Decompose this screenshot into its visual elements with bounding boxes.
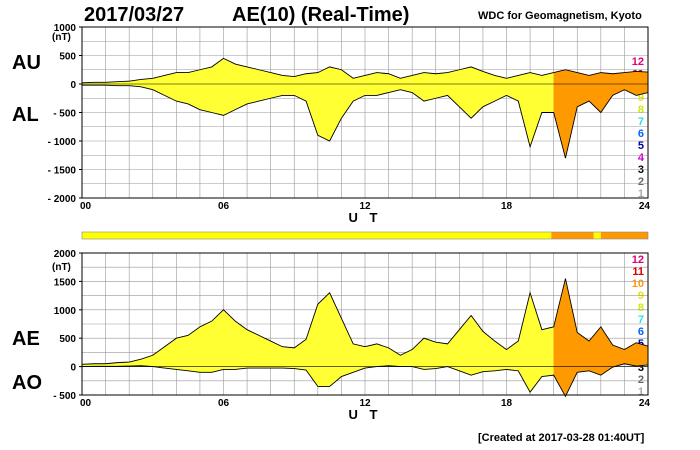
x-tick-label: 18 bbox=[501, 201, 513, 212]
y-tick-label: - 500 bbox=[53, 109, 76, 120]
bottom-unit-label: (nT) bbox=[52, 262, 71, 273]
level-bar-segment bbox=[82, 232, 552, 239]
y-tick-label: 2000 bbox=[54, 249, 77, 260]
x-tick-label: 18 bbox=[501, 398, 513, 409]
x-tick-label: 06 bbox=[218, 398, 230, 409]
created-timestamp: [Created at 2017-03-28 01:40UT] bbox=[478, 432, 645, 444]
x-tick-label: 12 bbox=[359, 398, 371, 409]
panel-top bbox=[79, 26, 649, 199]
level-bar-segment bbox=[593, 232, 601, 239]
ae-label: AE bbox=[12, 328, 40, 350]
institution-label: WDC for Geomagnetism, Kyoto bbox=[478, 10, 642, 22]
level-bar-segment bbox=[600, 232, 648, 239]
area-au-al-active bbox=[553, 69, 648, 159]
x-axis-label: U T bbox=[349, 210, 382, 225]
area-au-al-quiet bbox=[82, 58, 554, 147]
series-line-ao bbox=[81, 363, 649, 398]
ao-label: AO bbox=[12, 372, 42, 394]
y-tick-label: - 500 bbox=[53, 391, 76, 402]
activity-level-6: 6 bbox=[637, 326, 644, 338]
index-title: AE(10) (Real-Time) bbox=[232, 4, 410, 26]
level-bar-segment bbox=[551, 232, 594, 239]
plot-frame bbox=[81, 252, 649, 396]
activity-level-3: 3 bbox=[637, 164, 644, 176]
y-tick-label: 1000 bbox=[54, 306, 77, 317]
x-tick-label: 00 bbox=[80, 201, 92, 212]
y-tick-label: 0 bbox=[70, 363, 76, 374]
activity-level-8: 8 bbox=[637, 104, 644, 116]
area-ae-ao-quiet bbox=[82, 292, 554, 393]
y-tick-label: - 2000 bbox=[48, 194, 77, 205]
y-tick-label: - 1000 bbox=[48, 137, 77, 148]
top-unit-label: (nT) bbox=[52, 32, 71, 43]
activity-level-1: 1 bbox=[637, 188, 644, 200]
activity-level-7: 7 bbox=[637, 116, 644, 128]
activity-level-12: 12 bbox=[631, 56, 644, 68]
activity-level-9: 9 bbox=[637, 290, 644, 302]
activity-level-11: 11 bbox=[632, 266, 644, 278]
x-tick-label: 12 bbox=[359, 201, 371, 212]
activity-level-6: 6 bbox=[637, 128, 644, 140]
series-line-al bbox=[82, 84, 649, 159]
x-tick-label: 00 bbox=[80, 398, 92, 409]
level-bar-frame bbox=[81, 231, 649, 240]
activity-level-8: 8 bbox=[637, 302, 644, 314]
activity-level-1: 1 bbox=[637, 386, 644, 398]
series-line-ae bbox=[81, 278, 649, 365]
y-tick-label: 500 bbox=[59, 52, 76, 63]
activity-level-7: 7 bbox=[637, 314, 644, 326]
x-tick-label: 24 bbox=[639, 398, 651, 409]
activity-level-4: 4 bbox=[637, 152, 644, 164]
activity-level-2: 2 bbox=[637, 176, 644, 188]
area-ae-ao-active bbox=[553, 278, 648, 397]
x-axis-label: U T bbox=[349, 407, 382, 422]
series-line-au bbox=[81, 57, 649, 84]
date-title: 2017/03/27 bbox=[84, 4, 185, 26]
al-label: AL bbox=[12, 104, 39, 126]
activity-level-10: 10 bbox=[631, 278, 644, 290]
x-tick-label: 24 bbox=[639, 201, 651, 212]
activity-level-2: 2 bbox=[637, 374, 644, 386]
y-tick-label: 1500 bbox=[54, 277, 77, 288]
x-tick-label: 06 bbox=[218, 201, 230, 212]
y-tick-label: 500 bbox=[59, 334, 76, 345]
activity-level-12: 12 bbox=[631, 254, 644, 266]
y-tick-label: 0 bbox=[70, 80, 76, 91]
y-tick-label: 1000 bbox=[54, 23, 77, 34]
activity-level-3: 3 bbox=[637, 362, 644, 374]
activity-level-5: 5 bbox=[637, 140, 644, 152]
au-label: AU bbox=[12, 52, 41, 74]
panel-bottom bbox=[79, 252, 649, 398]
y-tick-label: - 1500 bbox=[48, 166, 77, 177]
